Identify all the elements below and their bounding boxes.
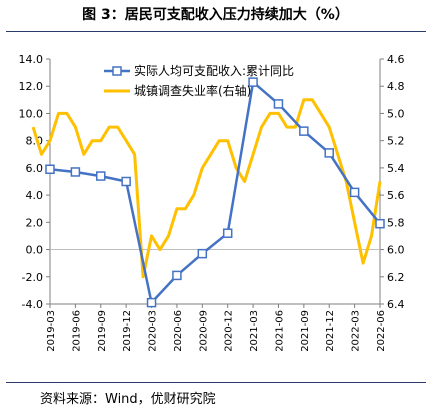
legend: 实际人均可支配收入:累计同比 城镇调查失业率(右轴) [104, 63, 294, 98]
right-tick-label: 6.0 [387, 244, 405, 257]
left-tick-label: 12.0 [19, 80, 44, 93]
plot-axes: -4.0-2.00.02.04.06.08.010.012.014.0 4.64.… [19, 53, 405, 352]
x-tick-label: 2021-09 [300, 310, 311, 352]
series-income-line [49, 80, 381, 304]
right-tick-label: 5.6 [387, 189, 405, 202]
title-divider [6, 31, 426, 32]
income-point [248, 77, 258, 87]
right-tick-label: 5.8 [387, 216, 405, 229]
income-point [197, 248, 208, 259]
right-tick-label: 5.0 [387, 107, 405, 120]
x-tick-label: 2021-03 [249, 310, 260, 352]
left-tick-label: -2.0 [22, 271, 43, 284]
left-tick-label: 4.0 [26, 189, 44, 202]
left-tick-label: 2.0 [26, 216, 44, 229]
legend-income-marker [112, 66, 122, 76]
x-tick-label: 2019-12 [122, 310, 133, 352]
income-point [273, 99, 284, 109]
left-tick-label: 10.0 [19, 107, 44, 120]
income-point [375, 218, 385, 229]
x-tick-label: 2020-06 [173, 310, 184, 352]
income-point [324, 148, 334, 158]
income-point [299, 126, 309, 136]
right-tick-label: 4.6 [387, 53, 405, 66]
income-point [121, 176, 131, 187]
chart-title: 图 3：居民可支配收入压力持续加大（%） [82, 7, 349, 23]
x-tick-label: 2020-09 [198, 310, 209, 352]
right-tick-label: 5.2 [387, 135, 405, 148]
source-note: 资料来源：Wind，优财研究院 [40, 392, 216, 407]
left-tick-label: 14.0 [19, 53, 44, 66]
x-tick-label: 2020-12 [224, 310, 235, 352]
x-tick-label: 2022-06 [376, 310, 387, 352]
plot-series [31, 77, 385, 308]
legend-income-label: 实际人均可支配收入:累计同比 [134, 63, 294, 78]
income-point [146, 297, 157, 308]
right-tick-label: 6.2 [387, 271, 405, 284]
left-tick-label: 6.0 [26, 162, 44, 175]
right-tick-label: 4.8 [387, 80, 405, 93]
income-point [70, 167, 81, 177]
x-tick-label: 2019-09 [97, 310, 108, 352]
right-tick-label: 6.4 [387, 298, 405, 311]
income-point [222, 228, 233, 238]
income-point [45, 164, 55, 174]
footer-divider [6, 382, 426, 383]
income-point [172, 270, 182, 281]
income-point [96, 171, 106, 181]
x-tick-label: 2019-03 [46, 310, 57, 352]
x-tick-label: 2020-03 [148, 310, 159, 352]
income-point [349, 187, 360, 198]
x-tick-label: 2021-06 [274, 310, 285, 352]
series-unemployment-line [31, 98, 382, 279]
right-tick-label: 5.4 [387, 162, 405, 175]
legend-unemp-label: 城镇调查失业率(右轴) [134, 83, 251, 98]
left-tick-label: 0.0 [26, 244, 44, 257]
x-tick-label: 2022-03 [351, 310, 362, 352]
x-tick-label: 2021-12 [325, 310, 336, 352]
left-tick-label: -4.0 [22, 298, 43, 311]
x-tick-label: 2019-06 [71, 310, 82, 352]
